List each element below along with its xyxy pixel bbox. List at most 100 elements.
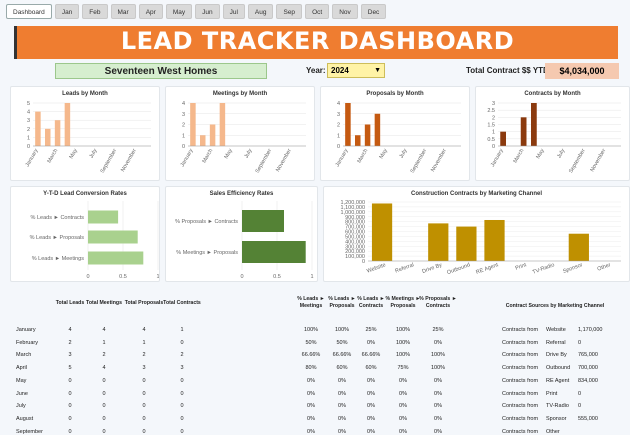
y-tick-label: 3 [182, 112, 185, 118]
cell-percent: 0% [307, 403, 315, 410]
cell-value: 0 [180, 403, 184, 410]
cell-value: 2 [68, 339, 72, 346]
tab-may[interactable]: May [165, 4, 193, 19]
bar [35, 111, 41, 146]
y-tick-label: 5 [27, 101, 30, 107]
cell-percent: 50% [305, 339, 317, 346]
cell-value: 0 [102, 403, 106, 410]
bar [190, 103, 196, 146]
y-tick-label: 2 [492, 115, 495, 121]
x-tick-label: January [180, 148, 195, 168]
cell-value: 0 [102, 377, 106, 384]
cell-value: 2 [142, 352, 146, 359]
year-select[interactable]: 2024 ▼ [327, 63, 385, 78]
bar [44, 128, 51, 146]
total-contract-value: $4,034,000 [545, 63, 619, 79]
x-tick-label: May [535, 148, 546, 160]
y-tick-label: 900,000 [345, 215, 365, 221]
row-month: June [16, 390, 28, 397]
cell-percent: 66.66% [361, 352, 381, 359]
tab-jun[interactable]: Jun [195, 4, 220, 19]
x-tick-label: November [430, 148, 448, 173]
bar [456, 226, 477, 261]
cell-percent: 100% [395, 339, 411, 346]
x-tick-label: May [224, 148, 235, 160]
pct-column-header: % Leads ► Proposals [328, 296, 356, 309]
x-tick-label: 1 [156, 274, 159, 280]
y-tick-label: 3 [337, 112, 340, 118]
cell-value: 0 [102, 428, 106, 435]
cell-value: 0 [68, 377, 72, 384]
cell-percent: 25% [365, 327, 377, 333]
y-tick-label: 700,000 [345, 225, 365, 231]
tab-mar[interactable]: Mar [110, 4, 136, 19]
pct-column-header: % Proposals ► Contracts [419, 296, 457, 309]
y-tick-label: 600,000 [345, 230, 365, 236]
y-tick-label: 0 [362, 259, 365, 265]
source-channel: Other [546, 428, 560, 435]
source-channel: Print [546, 390, 558, 397]
x-tick-label: November [275, 148, 293, 173]
column-header: Total Proposals [124, 300, 164, 306]
source-value: 0 [578, 390, 582, 397]
column-header: Total Contracts [163, 300, 201, 306]
cell-value: 0 [180, 415, 184, 422]
tab-nov[interactable]: Nov [332, 4, 358, 19]
x-tick-label: September [100, 148, 119, 174]
leads-by-month-chart: Leads by Month 0 1 2 3 4 5 January March May July S… [10, 86, 160, 181]
y-tick-label: 1,200,000 [341, 200, 365, 206]
tab-aug[interactable]: Aug [247, 4, 274, 19]
pct-column-header: % Leads ► Contracts [357, 296, 385, 309]
cell-percent: 0% [338, 390, 346, 397]
tab-dec[interactable]: Dec [360, 4, 387, 19]
bar [209, 124, 216, 146]
year-value: 2024 [331, 66, 349, 75]
tab-feb[interactable]: Feb [82, 4, 108, 19]
tab-dashboard[interactable]: Dashboard [6, 4, 52, 19]
x-tick-label: September [410, 148, 429, 174]
proposals-by-month-chart: Proposals by Month 0 1 2 3 4 January March May Ju… [320, 86, 470, 181]
x-tick-label: 0.5 [273, 274, 281, 280]
cell-value: 0 [142, 403, 146, 410]
tab-jul[interactable]: Jul [222, 4, 245, 19]
cell-value: 0 [142, 377, 146, 384]
cell-percent: 0% [338, 377, 346, 384]
cell-percent: 100% [430, 352, 446, 359]
cell-value: 2 [102, 352, 106, 359]
y-tick-label: 100,000 [345, 254, 365, 260]
cell-value: 0 [68, 390, 72, 397]
y-tick-label: 1.5 [487, 123, 495, 129]
cell-percent: 0% [434, 403, 442, 410]
cell-percent: 0% [307, 390, 315, 397]
chart-svg: 0100,000200,000300,000400,000500,000600,… [341, 200, 621, 276]
source-label: Contracts from [502, 377, 539, 384]
cell-value: 0 [142, 428, 146, 435]
bar [199, 135, 206, 146]
source-label: Contracts from [502, 403, 539, 410]
chart-title: Contracts by Month [524, 91, 581, 97]
y-tick-label: 4 [337, 101, 340, 107]
cell-value: 0 [142, 390, 146, 397]
tab-apr[interactable]: Apr [138, 4, 163, 19]
pct-column-header: % Leads ► Meetings [297, 296, 325, 309]
source-channel: Drive By [546, 352, 567, 359]
source-label: Contracts from [502, 339, 539, 346]
source-channel: TV-Radio [546, 403, 569, 410]
y-category-label: % Leads ► Proposals [30, 235, 85, 241]
row-month: August [16, 415, 34, 422]
chart-title: Proposals by Month [366, 91, 424, 97]
cell-value: 4 [68, 327, 72, 333]
cell-percent: 100% [334, 327, 350, 333]
x-tick-label: July [244, 148, 254, 160]
sheet-tabs: Dashboard Jan Feb Mar Apr May Jun Jul Aug Sep Oct N… [6, 4, 387, 20]
cell-value: 4 [102, 327, 106, 333]
tab-oct[interactable]: Oct [305, 4, 330, 19]
cell-percent: 66.66% [301, 352, 321, 359]
cell-percent: 0% [367, 339, 375, 346]
tab-jan[interactable]: Jan [54, 4, 80, 19]
cell-percent: 0% [367, 415, 375, 422]
x-tick-label: July [556, 148, 566, 160]
tab-sep[interactable]: Sep [276, 4, 303, 19]
source-value: 700,000 [578, 365, 598, 372]
cell-percent: 0% [399, 428, 407, 435]
